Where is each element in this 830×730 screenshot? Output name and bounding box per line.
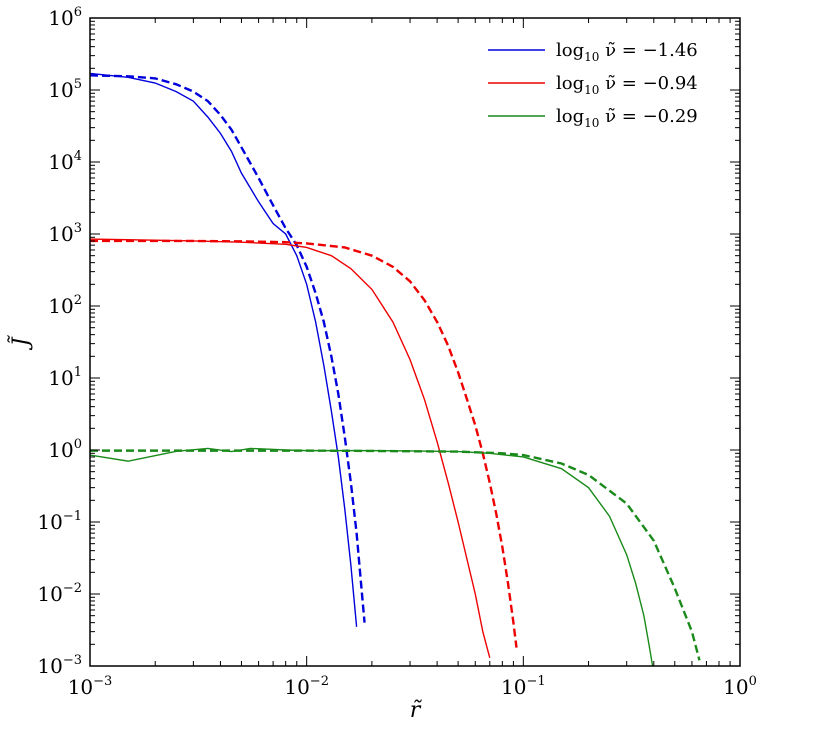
x-tick-label: 10−3 [68, 674, 113, 699]
y-tick-label: 10−1 [37, 509, 82, 534]
y-tick-label: 105 [48, 77, 82, 102]
series-line-1 [90, 74, 366, 623]
y-tick-label: 104 [48, 149, 82, 174]
legend-entry-0: log10 ν̃ = −1.46 [556, 40, 698, 64]
series-line-3 [90, 239, 518, 648]
y-axis-label: J̃ [8, 334, 34, 350]
series-layer [90, 72, 701, 666]
plot-frame [89, 17, 741, 667]
y-tick-label: 103 [48, 221, 82, 246]
y-tick-label: 10−3 [37, 653, 82, 678]
series-line-5 [90, 449, 701, 661]
series-line-4 [90, 447, 654, 666]
x-tick-label: 10−1 [501, 674, 546, 699]
x-tick-label: 100 [723, 674, 757, 699]
y-tick-label: 102 [48, 293, 82, 318]
y-tick-label: 100 [48, 437, 82, 462]
x-axis-label: r̃ [410, 698, 423, 723]
ticks-layer [89, 18, 741, 667]
legend: log10 ν̃ = −1.46 log10 ν̃ = −0.94 log10 ν̃… [488, 40, 698, 130]
series-line-2 [90, 238, 491, 658]
tick-labels: 10−3 10−2 10−1 100 10−3 10−2 10−1 100 101 102 103 1… [37, 5, 756, 699]
y-tick-label: 106 [48, 5, 82, 30]
series-line-0 [90, 72, 358, 627]
x-tick-label: 10−2 [284, 674, 329, 699]
legend-entry-2: log10 ν̃ = −0.94 [556, 73, 698, 97]
legend-entry-4: log10 ν̃ = −0.29 [556, 106, 698, 130]
y-tick-label: 10−2 [37, 581, 82, 606]
y-tick-label: 101 [48, 365, 82, 390]
